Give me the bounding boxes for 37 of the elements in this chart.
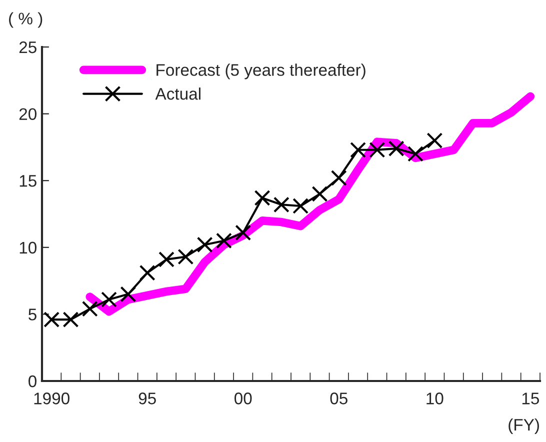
- point: [235, 224, 252, 241]
- point: [369, 142, 386, 158]
- x-tick-label: 10: [426, 392, 444, 404]
- point: [350, 142, 366, 158]
- point: [178, 248, 194, 265]
- x-tick-label: 95: [138, 392, 156, 404]
- y-tick-label: 5: [28, 308, 36, 320]
- legend-label: Actual: [155, 88, 200, 100]
- point: [44, 312, 60, 328]
- point: [139, 264, 156, 281]
- point: [292, 198, 309, 214]
- y-tick-label: 10: [20, 242, 36, 254]
- x-axis-title: (FY): [508, 418, 539, 434]
- point: [62, 312, 79, 328]
- y-tick-label: 0: [28, 375, 36, 388]
- y-tick-label: 15: [20, 175, 36, 187]
- x-tick-label: 15: [522, 392, 539, 404]
- point: [426, 132, 443, 149]
- point: [312, 186, 328, 202]
- point: [101, 292, 118, 308]
- legend-label: Forecast (5 years thereafter): [156, 64, 366, 80]
- point: [216, 232, 232, 249]
- point: [120, 286, 136, 302]
- point: [330, 170, 347, 186]
- y-tick-label: 20: [19, 108, 36, 120]
- point: [196, 236, 213, 253]
- point: [82, 300, 98, 317]
- x-tick-label: 1990: [34, 392, 70, 404]
- point: [388, 140, 404, 157]
- point: [408, 146, 424, 162]
- point: [254, 190, 270, 206]
- point: [273, 196, 290, 213]
- y-axis-title: ( % ): [9, 12, 42, 28]
- x-tick-label: 00: [234, 392, 252, 404]
- y-tick-label: 25: [19, 41, 36, 54]
- point: [158, 251, 174, 268]
- x-tick-label: 05: [330, 392, 348, 404]
